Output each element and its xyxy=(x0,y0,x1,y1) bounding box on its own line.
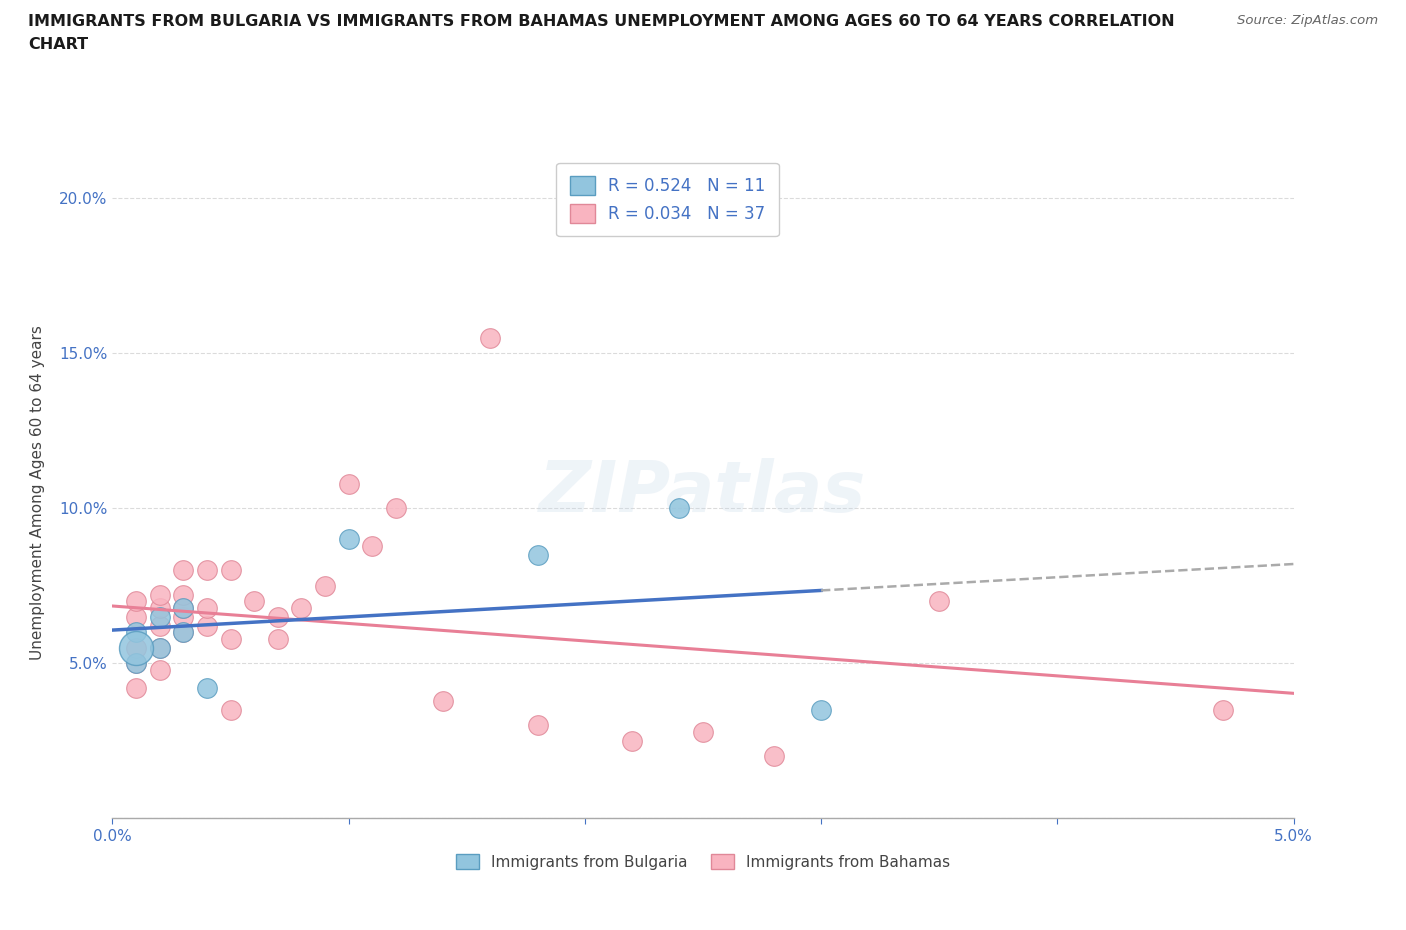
Point xyxy=(928,594,950,609)
Point xyxy=(692,724,714,739)
Text: CHART: CHART xyxy=(28,37,89,52)
Point xyxy=(1212,702,1234,717)
Point xyxy=(149,609,172,624)
Point xyxy=(149,588,172,603)
Point xyxy=(668,501,690,516)
Point xyxy=(361,538,384,553)
Point xyxy=(172,600,194,615)
Text: Source: ZipAtlas.com: Source: ZipAtlas.com xyxy=(1237,14,1378,27)
Point xyxy=(125,641,148,656)
Point xyxy=(149,618,172,633)
Point xyxy=(172,588,194,603)
Point xyxy=(762,749,785,764)
Point xyxy=(810,702,832,717)
Point xyxy=(172,625,194,640)
Point xyxy=(337,532,360,547)
Point xyxy=(267,631,290,646)
Point xyxy=(290,600,312,615)
Point xyxy=(125,656,148,671)
Y-axis label: Unemployment Among Ages 60 to 64 years: Unemployment Among Ages 60 to 64 years xyxy=(31,326,45,660)
Point xyxy=(125,681,148,696)
Text: IMMIGRANTS FROM BULGARIA VS IMMIGRANTS FROM BAHAMAS UNEMPLOYMENT AMONG AGES 60 T: IMMIGRANTS FROM BULGARIA VS IMMIGRANTS F… xyxy=(28,14,1175,29)
Point xyxy=(125,641,148,656)
Point xyxy=(337,476,360,491)
Point xyxy=(432,693,454,708)
Point xyxy=(267,609,290,624)
Legend: Immigrants from Bulgaria, Immigrants from Bahamas: Immigrants from Bulgaria, Immigrants fro… xyxy=(450,847,956,876)
Point xyxy=(172,563,194,578)
Point xyxy=(172,600,194,615)
Point xyxy=(479,330,502,345)
Point xyxy=(195,681,218,696)
Point xyxy=(195,618,218,633)
Point xyxy=(149,641,172,656)
Point xyxy=(243,594,266,609)
Point xyxy=(219,631,242,646)
Point xyxy=(385,501,408,516)
Point xyxy=(219,702,242,717)
Point xyxy=(149,662,172,677)
Point xyxy=(195,563,218,578)
Point xyxy=(219,563,242,578)
Point xyxy=(149,600,172,615)
Point xyxy=(526,718,548,733)
Point xyxy=(621,734,644,749)
Point xyxy=(125,625,148,640)
Point xyxy=(125,594,148,609)
Point xyxy=(125,609,148,624)
Point xyxy=(172,609,194,624)
Point xyxy=(172,625,194,640)
Point xyxy=(195,600,218,615)
Text: ZIPatlas: ZIPatlas xyxy=(540,458,866,527)
Point xyxy=(526,548,548,563)
Point xyxy=(125,656,148,671)
Point xyxy=(314,578,336,593)
Point xyxy=(149,641,172,656)
